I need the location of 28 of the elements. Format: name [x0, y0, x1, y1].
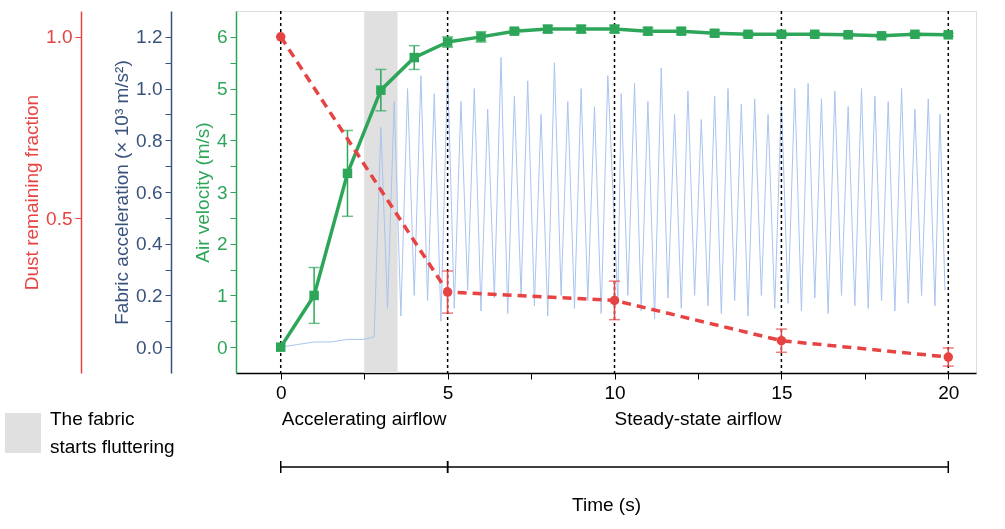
- y-tick-label: 5: [216, 78, 228, 100]
- y-tick-label: 2: [216, 233, 228, 255]
- y-tick-label: 0: [216, 336, 228, 358]
- x-tick-label: 5: [442, 381, 454, 403]
- y-tick-label: 4: [216, 129, 228, 151]
- y2-tick-label: 0.8: [136, 129, 163, 151]
- y2-tick-label: 0.6: [136, 181, 163, 203]
- y3-tick-label: 1.0: [46, 26, 73, 48]
- y2-tick-label: 0.2: [136, 284, 163, 306]
- y2-axis-title: Fabric acceleration (× 10³ m/s²): [111, 60, 133, 325]
- x-tick-label: 20: [938, 381, 960, 403]
- legend-label: The fabric starts fluttering: [50, 408, 175, 457]
- y3-tick-label: 0.5: [46, 207, 73, 229]
- y-tick-label: 6: [216, 26, 228, 48]
- y3-axis-title: Dust remaining fraction: [21, 94, 43, 291]
- y-tick-label: 1: [216, 284, 228, 306]
- x-tick-label: 0: [275, 381, 287, 403]
- y2-tick-label: 0.0: [136, 336, 163, 358]
- x-tick-label: 15: [771, 381, 793, 403]
- y2-tick-label: 0.4: [136, 233, 163, 255]
- text: Steady-state airflow: [614, 408, 782, 429]
- y-tick-label: 3: [216, 181, 228, 203]
- y-axis-title: Air velocity (m/s): [191, 122, 213, 263]
- text: Accelerating airflow: [281, 408, 447, 429]
- y2-tick-label: 1.2: [136, 26, 163, 48]
- x-axis-title: Time (s): [572, 493, 641, 515]
- y2-tick-label: 1.0: [136, 78, 163, 100]
- x-tick-label: 10: [604, 381, 626, 403]
